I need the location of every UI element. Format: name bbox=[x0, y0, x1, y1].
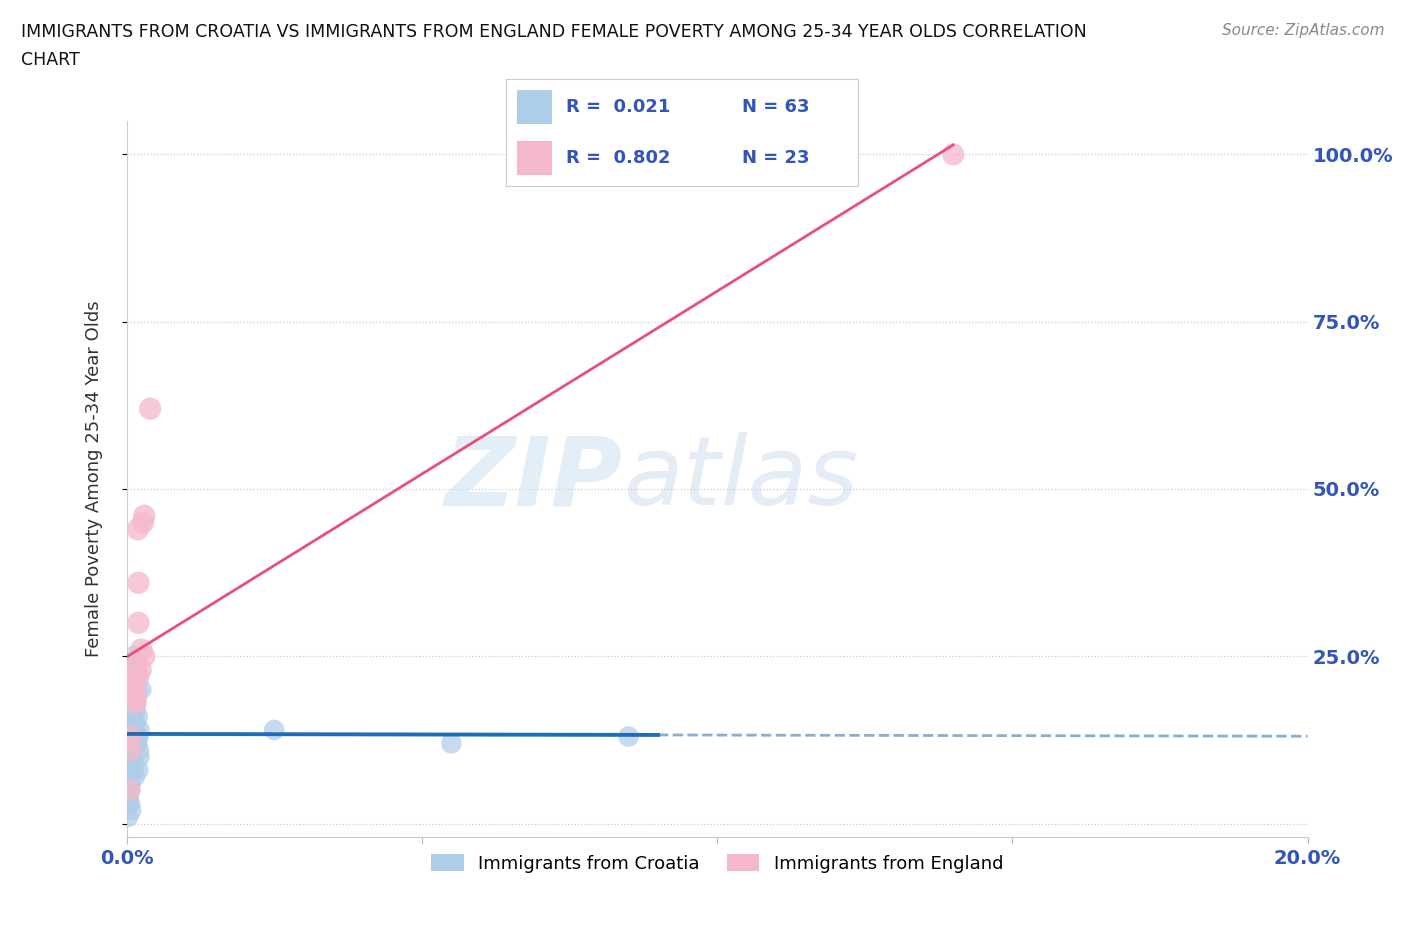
Point bbox=[122, 662, 145, 677]
Point bbox=[127, 729, 149, 744]
Point bbox=[125, 696, 148, 711]
Point bbox=[120, 750, 142, 764]
Point bbox=[122, 689, 145, 704]
Text: N = 23: N = 23 bbox=[742, 149, 810, 167]
Bar bbox=[517, 89, 551, 124]
Point bbox=[128, 742, 150, 757]
Point bbox=[127, 709, 149, 724]
Text: N = 63: N = 63 bbox=[742, 98, 810, 116]
Point bbox=[117, 702, 139, 717]
Point bbox=[121, 763, 143, 777]
Point bbox=[124, 696, 146, 711]
Point bbox=[125, 669, 148, 684]
Point bbox=[125, 662, 148, 677]
Point bbox=[617, 729, 640, 744]
Point bbox=[120, 716, 142, 731]
Text: ZIP: ZIP bbox=[444, 432, 623, 525]
Point bbox=[134, 649, 156, 664]
Point bbox=[117, 696, 139, 711]
Point bbox=[124, 769, 146, 784]
Point bbox=[120, 709, 142, 724]
Text: atlas: atlas bbox=[623, 432, 858, 525]
Point bbox=[118, 756, 141, 771]
Point bbox=[117, 796, 139, 811]
Point bbox=[942, 147, 965, 162]
Point bbox=[120, 696, 142, 711]
Point bbox=[129, 662, 152, 677]
Point bbox=[118, 783, 141, 798]
Point bbox=[120, 723, 142, 737]
Point bbox=[127, 729, 149, 744]
Point bbox=[124, 683, 146, 698]
Legend: Immigrants from Croatia, Immigrants from England: Immigrants from Croatia, Immigrants from… bbox=[422, 845, 1012, 882]
Point bbox=[117, 702, 139, 717]
Point bbox=[117, 790, 139, 804]
Point bbox=[127, 576, 149, 591]
Point bbox=[121, 729, 143, 744]
Point bbox=[125, 669, 148, 684]
Point bbox=[124, 675, 146, 690]
Point bbox=[122, 689, 145, 704]
Point bbox=[139, 401, 162, 416]
Text: CHART: CHART bbox=[21, 51, 80, 69]
Point bbox=[118, 723, 141, 737]
Point bbox=[122, 709, 145, 724]
Point bbox=[121, 716, 143, 731]
Point bbox=[118, 709, 141, 724]
Point bbox=[120, 729, 142, 744]
Text: IMMIGRANTS FROM CROATIA VS IMMIGRANTS FROM ENGLAND FEMALE POVERTY AMONG 25-34 YE: IMMIGRANTS FROM CROATIA VS IMMIGRANTS FR… bbox=[21, 23, 1087, 41]
Point bbox=[134, 509, 156, 524]
Point bbox=[122, 669, 145, 684]
Point bbox=[440, 736, 463, 751]
Point bbox=[120, 723, 142, 737]
Point bbox=[120, 763, 142, 777]
Point bbox=[132, 515, 155, 530]
Text: Source: ZipAtlas.com: Source: ZipAtlas.com bbox=[1222, 23, 1385, 38]
Point bbox=[127, 522, 149, 537]
Point bbox=[117, 783, 139, 798]
Point bbox=[118, 742, 141, 757]
Point bbox=[120, 796, 142, 811]
Point bbox=[122, 675, 145, 690]
Point bbox=[117, 809, 139, 824]
Point bbox=[122, 683, 145, 698]
Point bbox=[127, 669, 149, 684]
Point bbox=[127, 763, 149, 777]
Point bbox=[128, 750, 150, 764]
Text: R =  0.802: R = 0.802 bbox=[565, 149, 671, 167]
Y-axis label: Female Poverty Among 25-34 Year Olds: Female Poverty Among 25-34 Year Olds bbox=[84, 300, 103, 658]
Point bbox=[122, 750, 145, 764]
Point bbox=[122, 689, 145, 704]
Point bbox=[127, 616, 149, 631]
Point bbox=[125, 736, 148, 751]
Point bbox=[122, 649, 145, 664]
Point bbox=[127, 736, 149, 751]
Point bbox=[120, 656, 142, 671]
Point bbox=[118, 736, 141, 751]
Point bbox=[263, 723, 285, 737]
Point bbox=[124, 702, 146, 717]
Point bbox=[121, 683, 143, 698]
Point bbox=[120, 669, 142, 684]
Point bbox=[117, 776, 139, 790]
Text: R =  0.021: R = 0.021 bbox=[565, 98, 671, 116]
Bar bbox=[517, 141, 551, 175]
Point bbox=[120, 776, 142, 790]
Point bbox=[125, 689, 148, 704]
Point bbox=[122, 756, 145, 771]
Point bbox=[120, 742, 142, 757]
Point bbox=[122, 763, 145, 777]
Point bbox=[117, 790, 139, 804]
Point bbox=[120, 803, 142, 817]
Point bbox=[128, 723, 150, 737]
Point bbox=[121, 683, 143, 698]
Point bbox=[129, 643, 153, 658]
Point bbox=[127, 656, 149, 671]
Point bbox=[127, 683, 149, 698]
Point bbox=[118, 742, 141, 757]
Point bbox=[124, 716, 146, 731]
Point bbox=[120, 783, 142, 798]
Point bbox=[122, 675, 145, 690]
Point bbox=[129, 683, 153, 698]
